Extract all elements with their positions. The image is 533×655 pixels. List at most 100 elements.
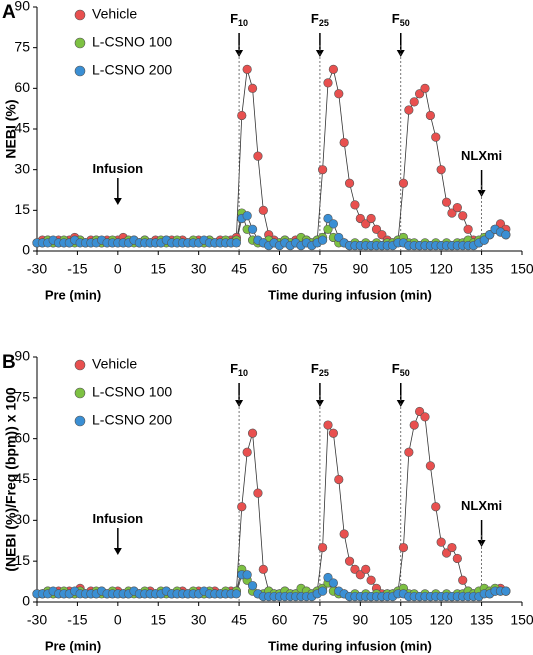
data-point (355, 570, 365, 580)
annotation: F25 (311, 361, 329, 378)
data-point (318, 586, 328, 596)
annotation-text: F (392, 11, 400, 26)
data-point (328, 64, 338, 74)
legend-marker (74, 9, 86, 21)
legend-marker (74, 415, 86, 427)
legend-marker (74, 65, 86, 77)
annotation-text: F (230, 361, 238, 376)
y-axis-label: (NEBI (%)/Freq (bpm)) x 100 (3, 387, 19, 572)
legend-label: L-CSNO 200 (92, 62, 172, 78)
data-point (323, 213, 333, 224)
x-tick-label: -15 (67, 612, 87, 628)
annotation-text: NLXmi (461, 498, 502, 513)
y-tick-label: 15 (14, 201, 30, 217)
data-point (404, 105, 414, 115)
y-tick-label: 30 (14, 511, 30, 527)
data-point (247, 224, 258, 234)
x-tick-label: 90 (353, 612, 369, 628)
annotation: F50 (392, 361, 410, 378)
y-tick-label: 30 (14, 160, 30, 176)
data-point (242, 64, 252, 74)
x-tick-label: 15 (150, 261, 166, 277)
x-tick-label: 150 (510, 612, 533, 628)
x-tick-label: 60 (272, 261, 288, 277)
data-point (328, 578, 338, 588)
data-point (334, 474, 344, 485)
data-point (431, 502, 441, 512)
data-point (247, 428, 258, 438)
data-point (485, 230, 495, 240)
data-point (258, 564, 268, 574)
x-axis-label: Time during infusion (min) (268, 638, 432, 653)
data-point (318, 165, 328, 175)
data-point (247, 83, 258, 93)
x-tick-label: 150 (510, 261, 533, 277)
legend-marker (74, 359, 86, 371)
data-point (479, 235, 489, 245)
x-tick-label: 45 (231, 261, 247, 277)
legend-label: L-CSNO 100 (92, 384, 172, 400)
data-point (237, 502, 247, 512)
data-point (501, 586, 511, 596)
x-tick-label: 120 (429, 261, 453, 277)
legend-marker (74, 37, 86, 49)
data-point (371, 224, 382, 234)
series-line (36, 67, 507, 244)
annotation: NLXmi (461, 148, 502, 163)
data-point (398, 178, 409, 188)
x-tick-label: 120 (429, 612, 453, 628)
x-tick-label: 90 (353, 261, 369, 277)
data-point (339, 529, 349, 539)
legend-marker (74, 387, 86, 399)
data-point (458, 211, 468, 221)
x-tick-label: 135 (470, 261, 494, 277)
legend-label: Vehicle (92, 6, 137, 22)
annotation-text: Infusion (93, 511, 144, 526)
data-point (334, 232, 344, 243)
data-point (350, 564, 360, 574)
annotation-sub: 10 (238, 18, 248, 28)
panel-label: B (2, 352, 16, 373)
data-point (355, 213, 365, 224)
data-point (258, 205, 268, 215)
data-point (501, 230, 511, 240)
annotation-sub: 50 (400, 18, 410, 28)
data-point (247, 581, 258, 591)
x-tick-label: 135 (470, 612, 494, 628)
data-point (231, 589, 241, 599)
legend-label: Vehicle (92, 356, 137, 372)
data-point (318, 235, 328, 245)
y-tick-label: 0 (22, 593, 30, 609)
data-point (398, 542, 409, 553)
data-point (323, 572, 333, 583)
annotation-sub: 25 (319, 368, 329, 378)
data-point (323, 224, 333, 234)
x-tick-label: -30 (27, 612, 47, 628)
annotation-sub: 25 (319, 18, 329, 28)
y-axis-label: NEBI (%) (3, 99, 19, 158)
annotation-text: F (230, 11, 238, 26)
data-point (237, 110, 247, 121)
y-tick-label: 45 (14, 470, 30, 486)
y-tick-label: 45 (14, 120, 30, 136)
annotation-text: F (311, 11, 319, 26)
x-tick-label: 75 (312, 261, 328, 277)
x-tick-label: 60 (272, 612, 288, 628)
data-point (441, 548, 452, 558)
data-point (344, 556, 355, 566)
data-point (420, 83, 430, 93)
annotation-arrowhead (113, 548, 122, 555)
data-point (431, 132, 441, 142)
y-tick-label: 60 (14, 79, 30, 95)
x-axis-label: Time during infusion (min) (268, 287, 432, 302)
x-tick-label: 45 (231, 612, 247, 628)
data-point (350, 200, 360, 210)
data-point (328, 219, 338, 229)
data-point (463, 224, 473, 234)
annotation-text: Infusion (93, 161, 144, 176)
data-point (458, 575, 468, 585)
x-tick-label: 105 (389, 612, 413, 628)
data-point (253, 151, 263, 161)
data-point (323, 420, 333, 430)
